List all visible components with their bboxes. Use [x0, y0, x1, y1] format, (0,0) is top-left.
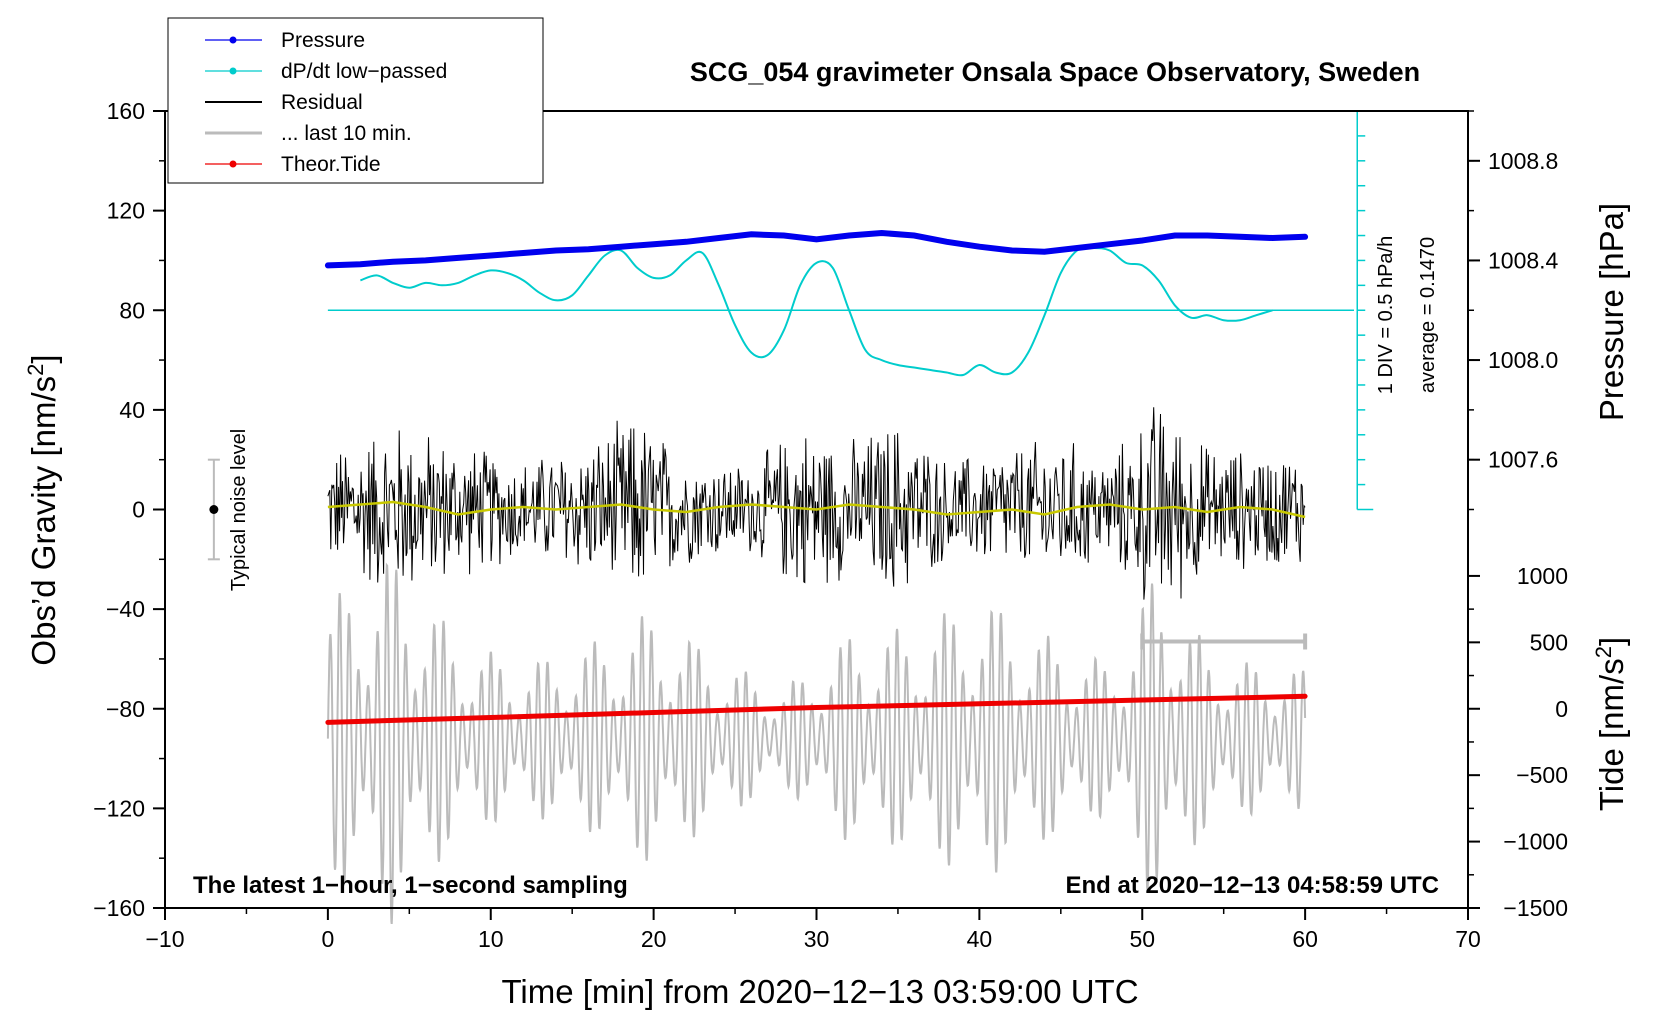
x-axis-label: Time [min] from 2020−12−13 03:59:00 UTC	[501, 973, 1138, 1010]
dpdt-series-layer	[327, 110, 1374, 511]
theoretical-tide-series	[325, 693, 1308, 725]
x-tick-label: 20	[641, 926, 667, 952]
x-tick-label: 70	[1455, 926, 1481, 952]
smoothed-series-layer	[327, 500, 1306, 519]
tide-tick-label: 1000	[1517, 563, 1568, 589]
legend-entry-label: ... last 10 min.	[281, 122, 412, 145]
x-tick-label: 50	[1129, 926, 1155, 952]
y-tick-label: 0	[132, 497, 145, 523]
tide-tick-label: −1500	[1503, 895, 1568, 921]
x-tick-label: 60	[1292, 926, 1318, 952]
y-tick-label: −80	[106, 696, 145, 722]
y-axis-label-tide: Tide [nm/s2]	[1591, 637, 1630, 811]
legend-swatch-marker	[229, 36, 237, 44]
annotation-bottom-left: The latest 1−hour, 1−second sampling	[193, 872, 628, 899]
annotation-layer: SCG_054 gravimeter Onsala Space Observat…	[23, 57, 1630, 1010]
y-label-tide-sup: 2	[1591, 646, 1616, 658]
smoothed-residual-series	[327, 500, 1306, 519]
y-label-left-end: ]	[25, 354, 62, 363]
legend: Pressure dP/dt low−passed Residual ... last…	[167, 17, 544, 184]
legend-box	[167, 17, 544, 184]
tide-tick-label: 0	[1555, 696, 1568, 722]
y-label-tide-end: ]	[1593, 637, 1630, 646]
x-tick-label: 0	[321, 926, 334, 952]
residual-series	[327, 407, 1306, 600]
residual-series-layer	[327, 407, 1306, 600]
y-label-left-main: Obs’d Gravity [nm/s	[25, 376, 62, 666]
chart-title: SCG_054 gravimeter Onsala Space Observat…	[690, 57, 1420, 87]
y-tick-label: 40	[119, 397, 145, 423]
pressure-tick-label: 1008.8	[1488, 148, 1558, 174]
legend-entry-label: Theor.Tide	[281, 153, 381, 176]
pressure-series-layer	[324, 229, 1309, 269]
x-tick-label: 30	[804, 926, 830, 952]
noise-bar-point	[209, 505, 219, 514]
pressure-tick-label: 1007.6	[1488, 447, 1558, 473]
x-tick-label: 40	[967, 926, 993, 952]
y-tick-label: 160	[107, 98, 145, 124]
legend-swatch-marker	[229, 160, 237, 168]
gray-series-layer	[326, 562, 1307, 925]
tide-series-layer	[325, 693, 1308, 725]
tide-tick-label: −1000	[1503, 829, 1568, 855]
pressure-tick-label: 1008.4	[1488, 247, 1559, 273]
y-tick-label: −160	[93, 895, 145, 921]
dpdt-series	[360, 246, 1273, 377]
legend-swatch-marker	[229, 67, 237, 75]
annotation-bottom-right: End at 2020−12−13 04:58:59 UTC	[1065, 872, 1439, 899]
legend-entry-label: dP/dt low−passed	[281, 60, 447, 83]
legend-entry-label: Pressure	[281, 29, 365, 52]
y-axis-label-pressure: Pressure [hPa]	[1593, 203, 1630, 421]
y-tick-label: −120	[93, 795, 145, 821]
tide-tick-label: 500	[1530, 629, 1568, 655]
y-tick-label: 120	[107, 198, 145, 224]
x-tick-label: 10	[478, 926, 504, 952]
y-tick-label: 80	[119, 297, 145, 323]
y-axis-label-left: Obs’d Gravity [nm/s2]	[23, 354, 62, 665]
y-tick-label: −40	[106, 596, 145, 622]
scale-div-label: 1 DIV = 0.5 hPa/h	[1375, 236, 1397, 394]
axes-layer: −10 0 10 20 30 40 50 60 70 −160 −120 −80 −40 0 40 80 120…	[93, 98, 1568, 952]
noise-level-label: Typical noise level	[228, 429, 250, 591]
last-10-min-series	[326, 562, 1307, 925]
y-label-left-sup: 2	[23, 364, 48, 376]
tide-tick-label: −500	[1516, 762, 1568, 788]
pressure-tick-label: 1008.0	[1488, 347, 1558, 373]
pressure-series	[324, 229, 1309, 269]
legend-entry-label: Residual	[281, 91, 363, 114]
average-label: average = 0.1470	[1417, 237, 1439, 393]
y-label-tide-main: Tide [nm/s	[1593, 658, 1630, 811]
x-tick-label: −10	[145, 926, 184, 952]
